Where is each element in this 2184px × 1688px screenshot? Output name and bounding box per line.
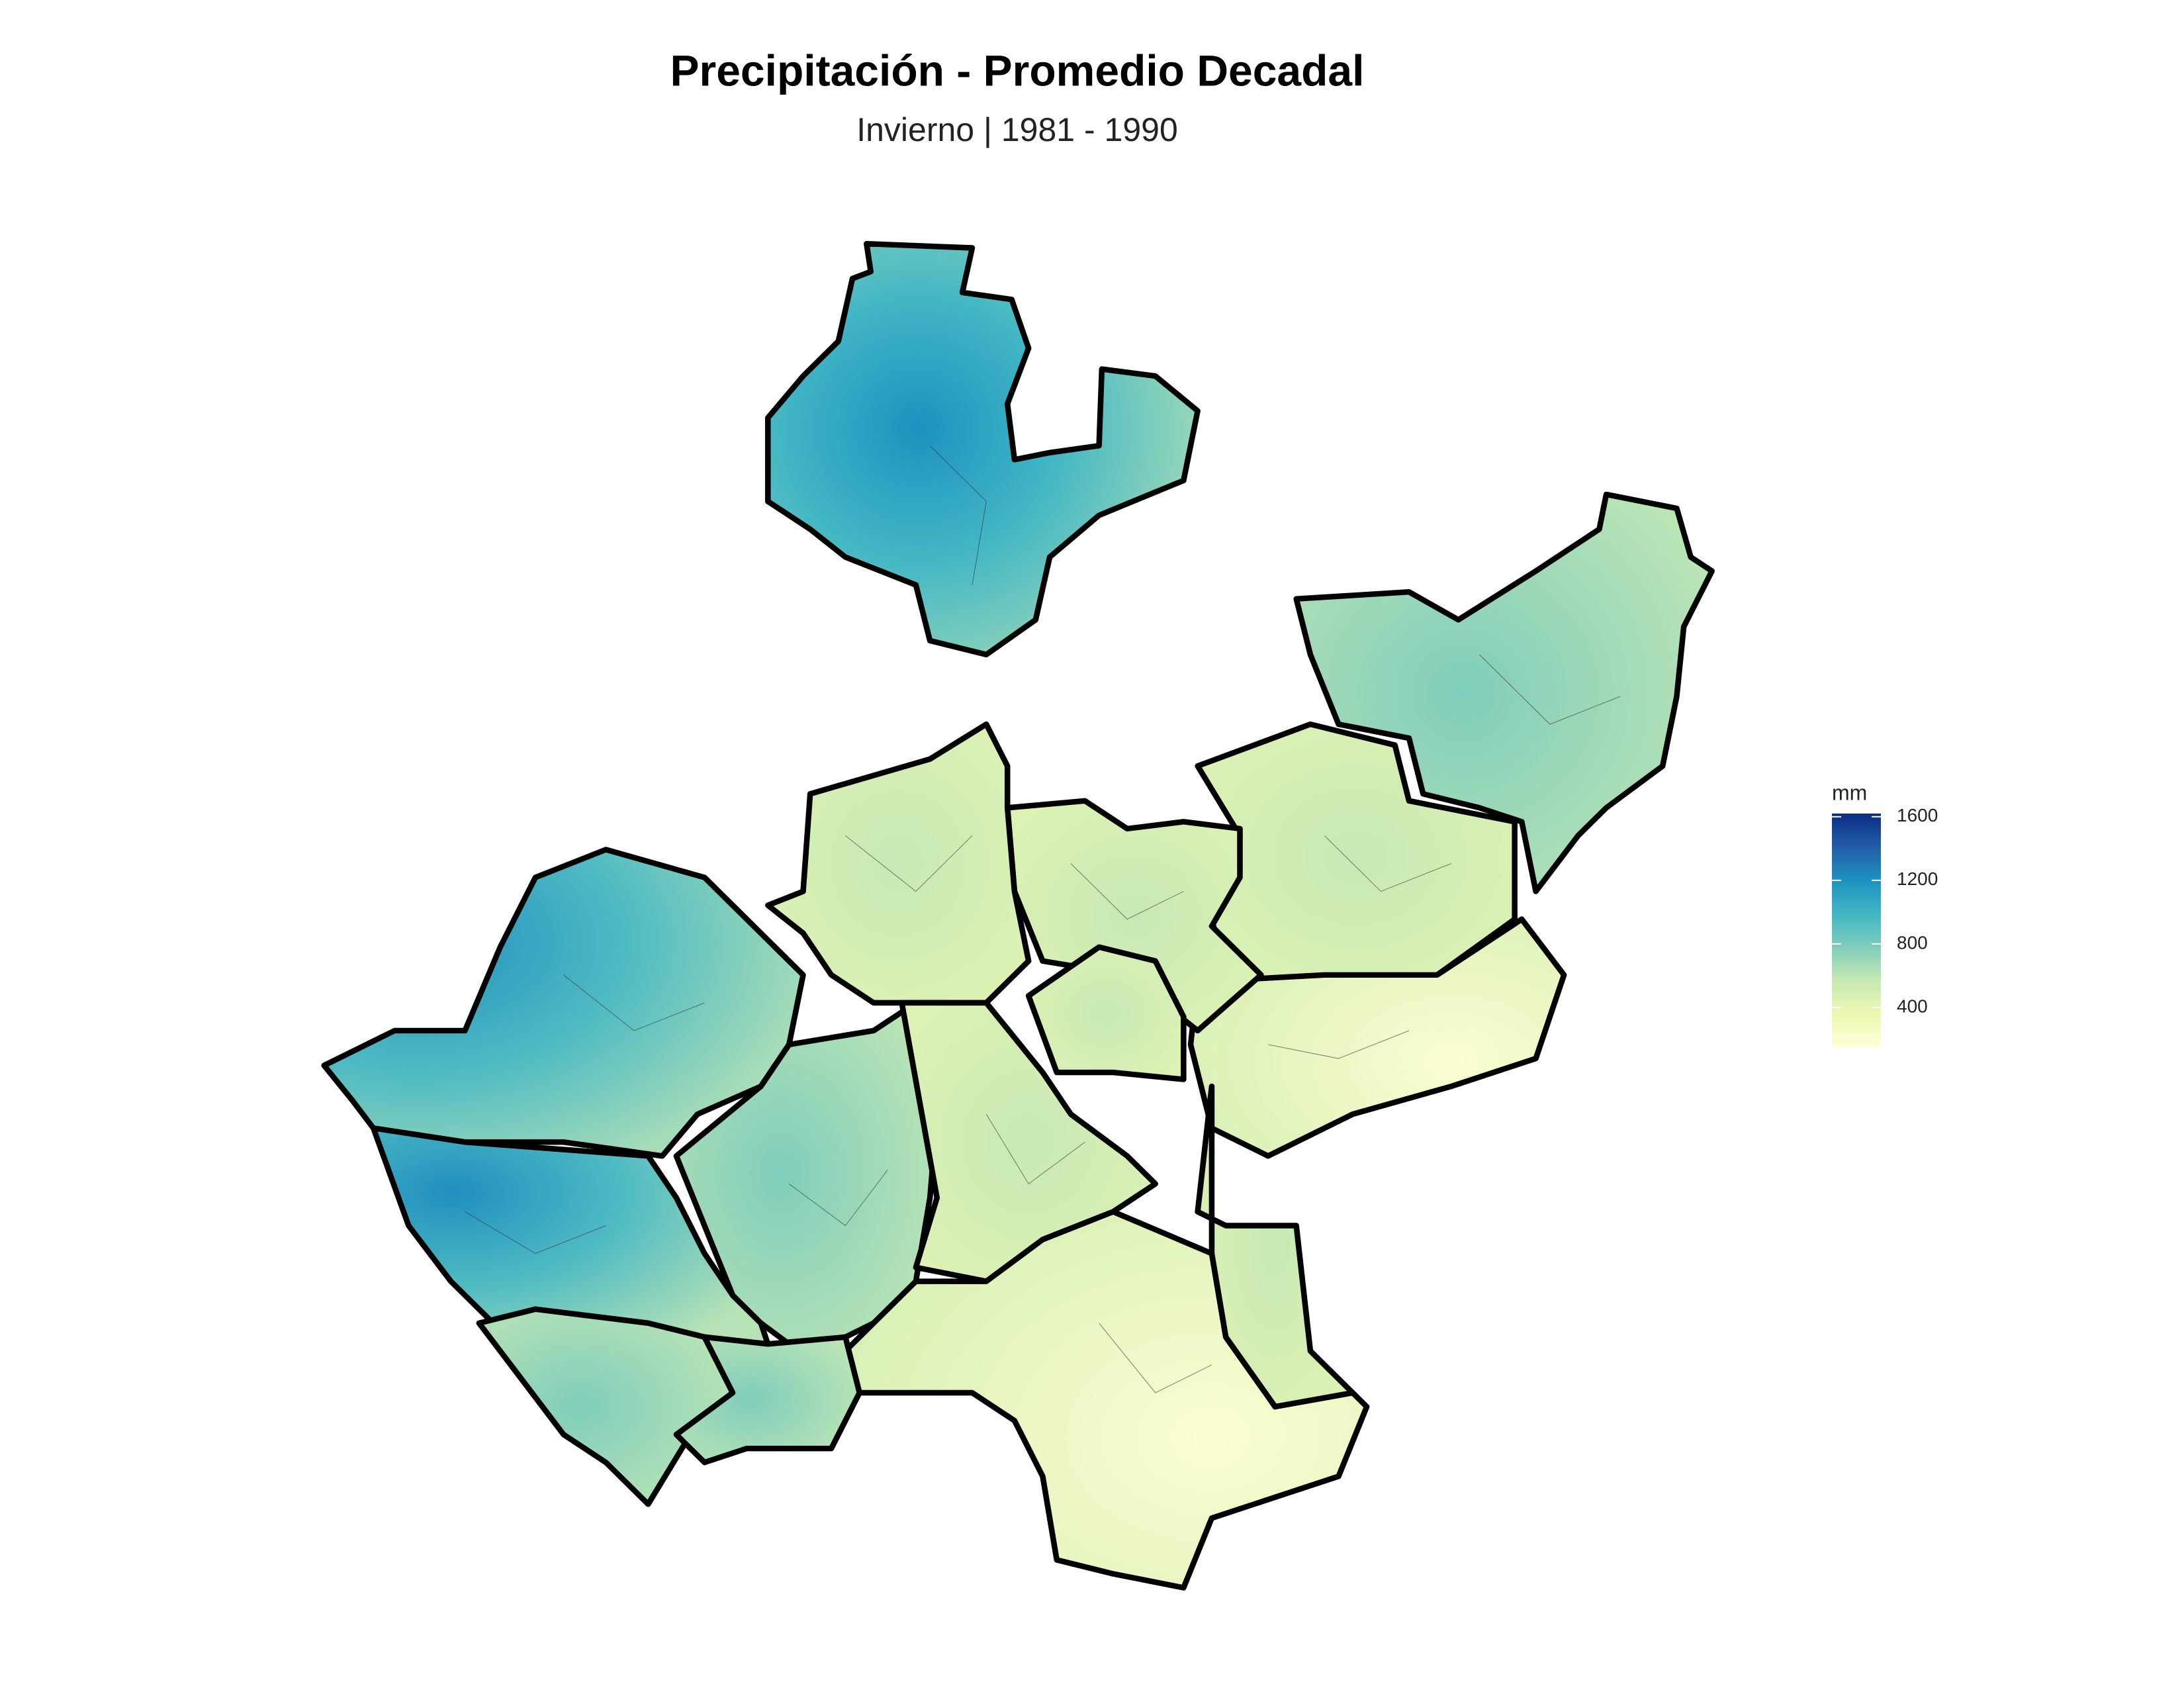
- colorbar: [1832, 814, 1881, 1047]
- region: [1195, 1083, 1356, 1410]
- municipal-boundary: [465, 445, 1621, 1393]
- region: [1025, 944, 1187, 1082]
- legend-ticks: 400 800 1200 1600: [1832, 805, 1938, 1016]
- legend-tick-label: 1200: [1897, 868, 1938, 889]
- region: [765, 721, 1032, 1006]
- map-title: Precipitación - Promedio Decadal: [670, 46, 1365, 95]
- region: [765, 240, 1201, 658]
- legend-tick-label: 1600: [1897, 805, 1938, 825]
- region: [673, 1334, 862, 1466]
- legend-title: mm: [1832, 780, 1867, 804]
- region: [899, 1000, 1159, 1284]
- legend-tick-label: 400: [1897, 996, 1928, 1016]
- region: [1293, 491, 1715, 894]
- region: [476, 1306, 736, 1507]
- legend-tick-label: 800: [1897, 932, 1928, 953]
- map: [321, 240, 1715, 1591]
- region: [842, 1209, 1370, 1591]
- map-subtitle: Invierno | 1981 - 1990: [856, 111, 1178, 148]
